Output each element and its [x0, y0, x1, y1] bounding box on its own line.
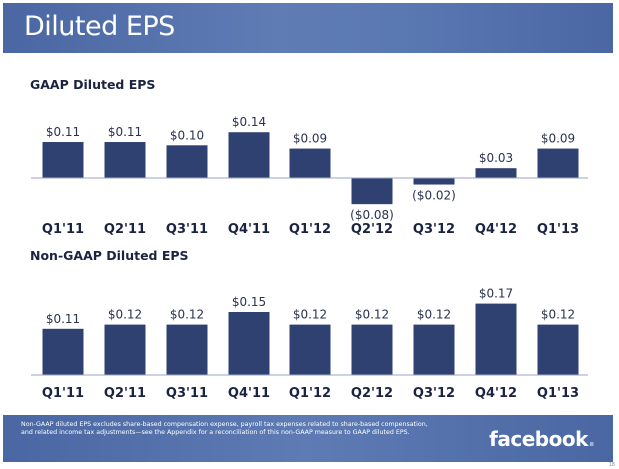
data-label: $0.12 — [170, 308, 204, 322]
bar-Q2'11 — [104, 324, 146, 375]
category-label: Q3'12 — [413, 222, 455, 237]
category-label: Q4'12 — [475, 222, 517, 237]
bar-Q3'12 — [413, 178, 455, 185]
category-label: Q1'13 — [537, 386, 579, 401]
category-label: Q2'12 — [351, 222, 393, 237]
data-label: $0.12 — [108, 308, 142, 322]
footer-banner: Non-GAAP diluted EPS excludes share-base… — [3, 415, 613, 462]
bar-Q4'11 — [228, 312, 270, 375]
category-label: Q3'12 — [413, 386, 455, 401]
data-label: $0.12 — [541, 308, 575, 322]
data-label: ($0.08) — [350, 208, 394, 222]
facebook-logo: facebook. — [489, 427, 595, 451]
bar-Q2'11 — [104, 142, 146, 178]
non-gaap-chart-title: Non-GAAP Diluted EPS — [30, 248, 189, 263]
bar-Q3'12 — [413, 324, 455, 375]
bar-Q4'12 — [475, 168, 517, 178]
category-label: Q4'11 — [228, 386, 270, 401]
category-label: Q2'11 — [104, 386, 146, 401]
bar-Q1'13 — [537, 324, 579, 375]
data-label: $0.11 — [108, 125, 142, 139]
data-label: $0.10 — [170, 128, 204, 142]
data-label: ($0.02) — [412, 189, 456, 203]
data-label: $0.11 — [46, 125, 80, 139]
category-label: Q3'11 — [166, 222, 208, 237]
category-label: Q3'11 — [166, 386, 208, 401]
data-label: $0.09 — [541, 132, 575, 146]
non-gaap-eps-chart: $0.11 Q1'11 $0.12 Q2'11 $0.12 Q3'11 $0.15 Q4'11… — [31, 287, 588, 401]
header-banner: Diluted EPS — [3, 3, 613, 53]
page-title: Diluted EPS — [24, 11, 175, 42]
data-label: $0.17 — [479, 287, 513, 301]
footnote: Non-GAAP diluted EPS excludes share-base… — [21, 421, 428, 436]
logo-dot: . — [587, 427, 596, 451]
data-label: $0.11 — [46, 312, 80, 326]
category-label: Q1'13 — [537, 222, 579, 237]
bar-Q1'13 — [537, 148, 579, 178]
data-label: $0.12 — [293, 308, 327, 322]
bar-Q3'11 — [166, 145, 208, 178]
gaap-chart-title: GAAP Diluted EPS — [30, 77, 156, 92]
data-label: $0.09 — [293, 132, 327, 146]
category-label: Q2'11 — [104, 222, 146, 237]
data-label: $0.03 — [479, 151, 513, 165]
bar-Q4'12 — [475, 303, 517, 375]
bar-Q1'12 — [289, 324, 331, 375]
category-label: Q1'12 — [289, 386, 331, 401]
logo-text: facebook — [489, 427, 588, 451]
bar-Q2'12 — [351, 324, 393, 375]
data-label: $0.12 — [417, 308, 451, 322]
bar-Q2'12 — [351, 178, 393, 205]
data-label: $0.12 — [355, 308, 389, 322]
bar-Q3'11 — [166, 324, 208, 375]
bar-Q1'11 — [42, 328, 84, 375]
category-label: Q1'12 — [289, 222, 331, 237]
category-label: Q4'12 — [475, 386, 517, 401]
category-label: Q2'12 — [351, 386, 393, 401]
category-label: Q4'11 — [228, 222, 270, 237]
bar-Q4'11 — [228, 132, 270, 178]
data-label: $0.14 — [232, 115, 266, 129]
category-label: Q1'11 — [42, 222, 84, 237]
bar-Q1'12 — [289, 148, 331, 178]
page-number: 18 — [608, 462, 615, 468]
category-label: Q1'11 — [42, 386, 84, 401]
gaap-eps-chart: $0.11 Q1'11 $0.11 Q2'11 $0.10 Q3'11 $0.14 Q4'11… — [31, 115, 588, 237]
bar-Q1'11 — [42, 142, 84, 178]
data-label: $0.15 — [232, 295, 266, 309]
